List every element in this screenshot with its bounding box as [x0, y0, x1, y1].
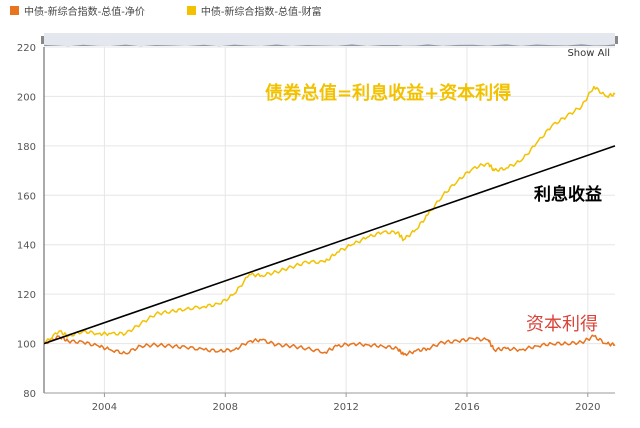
y-tick-label-180: 180 [17, 142, 36, 153]
legend-swatch-net-price [10, 5, 19, 15]
y-tick-label-200: 200 [17, 92, 36, 103]
x-tick-label-2016: 2016 [454, 402, 479, 413]
x-tick-label-2004: 2004 [92, 402, 117, 413]
legend-label-net-price: 中债-新综合指数-总值-净价 [24, 6, 145, 18]
legend-swatch-wealth [186, 5, 196, 15]
y-tick-label-140: 140 [17, 241, 36, 252]
y-tick-label-220: 220 [17, 43, 36, 54]
y-tick-label-80: 80 [23, 389, 36, 400]
y-tick-label-100: 100 [17, 340, 36, 351]
series-line-2 [43, 145, 616, 345]
navigator-series-area [44, 44, 615, 47]
x-tick-label-2012: 2012 [333, 402, 358, 413]
annotation-interest-income: 利息收益 [534, 185, 602, 205]
annotation-total-value: 债券总值=利息收益+资本利得 [265, 83, 512, 104]
navigator-background [44, 33, 615, 46]
navigator-handle-left [41, 36, 44, 44]
y-tick-label-120: 120 [17, 290, 36, 301]
legend-item-net-price[interactable]: 中债-新综合指数-总值-净价 [10, 3, 145, 18]
series-line-1 [43, 85, 616, 345]
chart-legend: 中债-新综合指数-总值-净价 中债-新综合指数-总值-财富 [0, 0, 354, 20]
show-all-button[interactable]: Show All [567, 48, 610, 59]
navigator-handle-right [615, 36, 618, 44]
series-layer [43, 85, 616, 357]
series-line-0 [43, 334, 616, 357]
legend-item-wealth[interactable]: 中债-新综合指数-总值-财富 [186, 3, 322, 18]
annotation-capital-gain: 资本利得 [526, 314, 598, 335]
x-tick-label-2008: 2008 [213, 402, 238, 413]
x-tick-label-2020: 2020 [575, 402, 600, 413]
legend-label-wealth: 中债-新综合指数-总值-财富 [200, 6, 322, 18]
y-tick-label-160: 160 [17, 191, 36, 202]
navigator[interactable] [41, 33, 618, 47]
axes: 80 100 120 140 160 180 200 220 2004 2008 2012 2016 2… [17, 43, 615, 413]
